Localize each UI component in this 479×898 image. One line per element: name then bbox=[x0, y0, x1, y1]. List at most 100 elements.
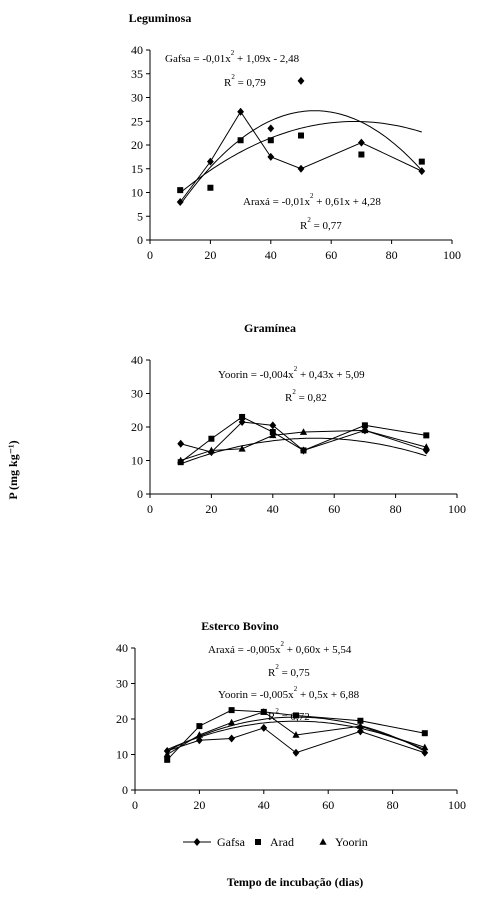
data-point-araxá bbox=[164, 756, 171, 763]
data-point-araxá bbox=[207, 184, 214, 191]
data-point-gafsa bbox=[297, 164, 305, 173]
data-point-gafsa bbox=[196, 736, 203, 745]
x-tick-label: 20 bbox=[204, 248, 216, 262]
y-tick-label: 30 bbox=[131, 91, 143, 105]
x-tick-label: 60 bbox=[322, 798, 334, 812]
data-point-araxá bbox=[298, 132, 304, 139]
chart-panel-3: Esterco Bovino 0 10 20 30 40 0 20 40 60 80 100 Araxá… bbox=[116, 619, 466, 812]
data-point-araxá bbox=[267, 137, 274, 144]
equation-annotation: R2 = 0,75 bbox=[268, 663, 310, 679]
y-tick-label: 30 bbox=[131, 387, 143, 401]
y-tick-label: 40 bbox=[116, 641, 128, 655]
data-point-araxá bbox=[358, 151, 365, 158]
legend-label: Yoorin bbox=[335, 835, 368, 849]
x-tick-label: 40 bbox=[258, 798, 270, 812]
x-tick-label: 20 bbox=[205, 502, 217, 516]
series-line-araxá bbox=[180, 416, 427, 463]
y-tick-label: 20 bbox=[116, 712, 128, 726]
data-point-gafsa bbox=[418, 167, 426, 176]
legend-label: Gafsa bbox=[217, 835, 246, 849]
data-point-gafsa bbox=[357, 727, 364, 736]
data-point-araxá bbox=[239, 413, 246, 420]
data-point-gafsa bbox=[228, 734, 235, 743]
x-tick-label: 80 bbox=[390, 502, 402, 516]
y-tick-label: 30 bbox=[116, 677, 128, 691]
y-tick-label: 25 bbox=[131, 114, 143, 128]
data-point-araxá bbox=[293, 712, 299, 719]
y-tick-label: 10 bbox=[131, 454, 143, 468]
data-point-yoorin bbox=[299, 428, 308, 435]
x-tick-label: 100 bbox=[448, 798, 466, 812]
chart-title: Gramínea bbox=[244, 321, 296, 335]
series-line-gafsa bbox=[179, 110, 423, 203]
x-tick-label: 0 bbox=[132, 798, 138, 812]
data-point-gafsa bbox=[237, 107, 244, 116]
data-point-gafsa bbox=[358, 138, 365, 147]
data-point-gafsa bbox=[292, 748, 300, 757]
equation-annotation: R2 = 0,72 bbox=[268, 707, 310, 723]
equation-annotation: Araxá = -0,005x2 + 0,60x + 5,54 bbox=[208, 640, 352, 656]
legend-marker-yoorin bbox=[319, 838, 327, 845]
equation-annotation: Yoorin = -0,004x2 + 0,43x + 5,09 bbox=[218, 365, 365, 381]
y-tick-label: 0 bbox=[122, 783, 128, 797]
data-point-gafsa bbox=[267, 124, 275, 133]
y-tick-label: 5 bbox=[137, 209, 143, 223]
legend-marker-arad bbox=[255, 839, 261, 845]
data-point-gafsa bbox=[238, 417, 246, 426]
y-tick-label: 0 bbox=[137, 233, 143, 247]
fit-curve-yoorin bbox=[166, 720, 426, 751]
equation-annotation: R2 = 0,77 bbox=[300, 216, 342, 232]
y-tick-label: 35 bbox=[131, 67, 143, 81]
x-tick-label: 0 bbox=[147, 502, 153, 516]
data-point-yoorin bbox=[228, 718, 236, 726]
data-point-yoorin bbox=[177, 456, 185, 464]
y-tick-label: 20 bbox=[131, 138, 143, 152]
x-tick-label: 80 bbox=[386, 248, 398, 262]
y-tick-label: 0 bbox=[137, 487, 143, 501]
x-axis-label: Tempo de incubação (dias) bbox=[227, 875, 364, 889]
y-tick-label: 40 bbox=[131, 353, 143, 367]
chart-title: Esterco Bovino bbox=[201, 619, 278, 633]
data-point-gafsa bbox=[176, 198, 184, 206]
data-point-yoorin bbox=[356, 722, 364, 729]
data-point-araxá bbox=[208, 435, 215, 442]
data-point-yoorin bbox=[238, 444, 246, 452]
equation-annotation: Gafsa = -0,01x2 + 1,09x - 2,48 bbox=[165, 49, 300, 65]
x-tick-label: 40 bbox=[265, 248, 277, 262]
data-point-gafsa bbox=[267, 152, 275, 161]
data-point-yoorin bbox=[421, 743, 429, 751]
data-point-araxá bbox=[361, 422, 368, 429]
data-point-yoorin bbox=[163, 750, 171, 758]
equation-annotation: Yoorin = -0,005x2 + 0,5x + 6,88 bbox=[218, 685, 360, 701]
x-tick-label: 60 bbox=[325, 248, 337, 262]
data-point-araxá bbox=[418, 158, 425, 165]
data-point-gafsa bbox=[207, 157, 214, 166]
data-point-araxá bbox=[177, 187, 184, 194]
chart-title: Leguminosa bbox=[129, 11, 192, 25]
data-point-yoorin bbox=[269, 431, 277, 439]
chart-panel-2: Gramínea 0 10 20 30 40 0 20 40 60 80 100 Yoorin = -0… bbox=[131, 321, 466, 516]
y-tick-label: 10 bbox=[131, 186, 143, 200]
data-point-araxá bbox=[423, 432, 430, 439]
data-point-yoorin bbox=[292, 731, 300, 738]
y-tick-label: 15 bbox=[131, 162, 143, 176]
data-point-araxá bbox=[196, 723, 203, 730]
data-point-araxá bbox=[357, 717, 364, 724]
data-point-araxá bbox=[228, 707, 235, 714]
x-tick-label: 40 bbox=[267, 502, 279, 516]
fit-curve-araxá bbox=[179, 121, 422, 194]
fit-curve-gafsa bbox=[179, 110, 423, 206]
fit-curve-yoorin bbox=[180, 437, 427, 465]
data-point-araxá bbox=[237, 137, 244, 144]
x-tick-label: 80 bbox=[387, 798, 399, 812]
data-point-yoorin bbox=[361, 426, 369, 434]
data-point-yoorin bbox=[195, 731, 203, 738]
legend: Gafsa Arad Yoorin bbox=[183, 835, 368, 849]
data-point-gafsa bbox=[421, 748, 429, 757]
y-tick-label: 40 bbox=[131, 43, 143, 57]
data-point-gafsa bbox=[260, 723, 268, 732]
data-point-araxá bbox=[421, 730, 428, 737]
legend-label: Arad bbox=[270, 835, 294, 849]
data-point-yoorin bbox=[260, 708, 268, 715]
